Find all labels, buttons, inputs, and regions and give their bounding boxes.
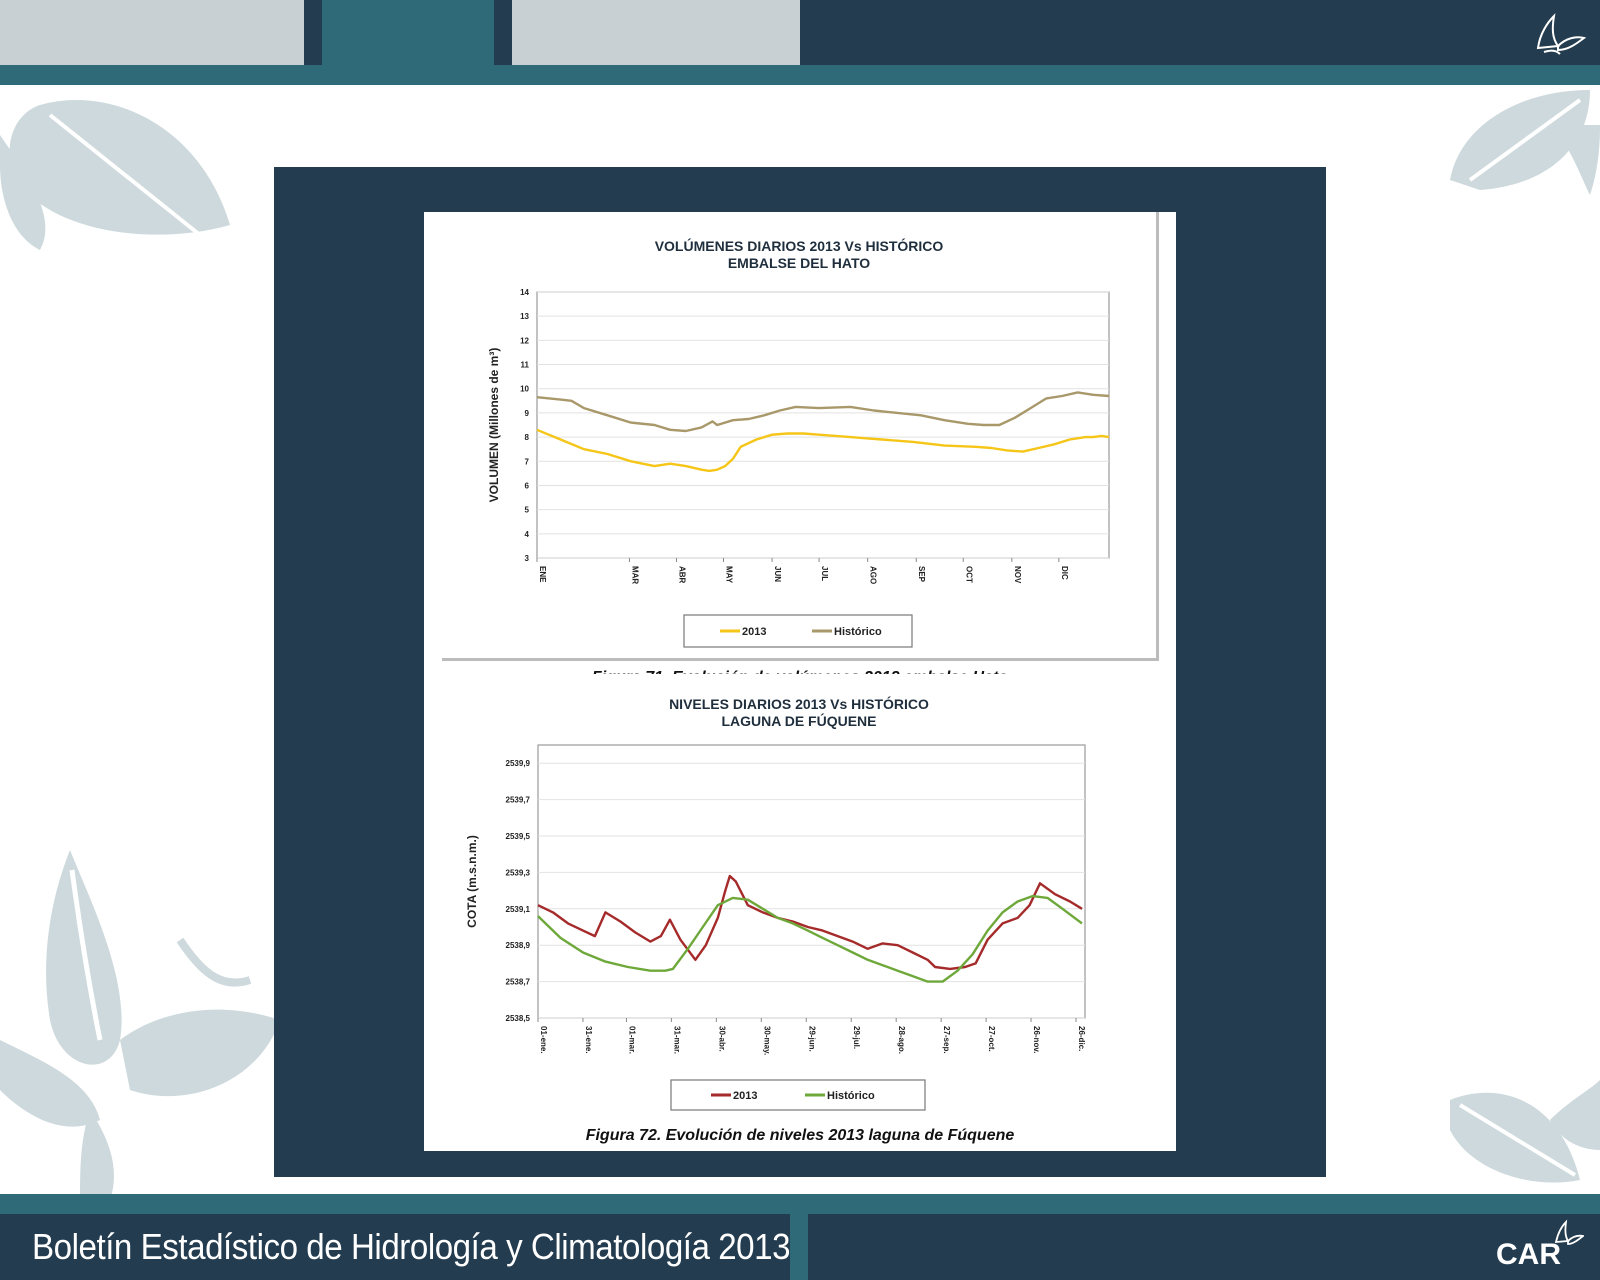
footer-strip xyxy=(0,1194,1600,1214)
x-tick-label: SEP xyxy=(917,566,926,583)
y-tick-label: 2539,5 xyxy=(506,832,531,841)
x-tick-label: ABR xyxy=(677,566,686,584)
x-tick-label: 29-jul. xyxy=(852,1026,861,1049)
series-line-historico xyxy=(536,391,1110,433)
x-tick-label: AGO xyxy=(869,566,878,584)
y-tick-label: 2538,7 xyxy=(506,978,531,987)
y-tick-label: 3 xyxy=(525,554,530,563)
y-tick-label: 2539,3 xyxy=(506,868,531,877)
x-tick-label: 27-sep. xyxy=(942,1026,951,1054)
series-line-2013 xyxy=(537,874,1083,971)
y-tick-label: 7 xyxy=(525,457,530,466)
legend-label: Histórico xyxy=(827,1090,875,1102)
chart-levels-plot: 2538,5 2538,7 2538,9 2539,1 2539,3 2539,5 2539… xyxy=(465,744,1086,1111)
car-logo-text: CAR xyxy=(1496,1238,1561,1271)
x-tick-label: 29-jun. xyxy=(807,1026,816,1052)
y-tick-label: 8 xyxy=(525,433,530,442)
butterfly-icon xyxy=(1554,1219,1584,1245)
chart-title: NIVELES DIARIOS 2013 Vs HISTÓRICO xyxy=(669,696,929,712)
chart-volumes: VOLÚMENES DIARIOS 2013 Vs HISTÓRICO EMBA… xyxy=(442,212,1159,661)
x-tick-label: 30-may. xyxy=(762,1026,771,1055)
y-tick-label: 2538,5 xyxy=(506,1014,531,1023)
x-tick-label: 27-oct. xyxy=(987,1026,996,1052)
series-line-2013 xyxy=(536,428,1110,473)
y-tick-label: 2539,7 xyxy=(506,796,531,805)
y-tick-label: 10 xyxy=(520,385,529,394)
y-tick-label: 4 xyxy=(525,530,530,539)
y-tick-label: 6 xyxy=(525,481,530,490)
footer-title: Boletín Estadístico de Hidrología y Clim… xyxy=(32,1226,791,1267)
legend-label: 2013 xyxy=(733,1090,757,1102)
x-tick-label: DIC xyxy=(1060,566,1069,580)
plot-area xyxy=(536,291,1110,559)
x-tick-label: 28-ago. xyxy=(897,1026,906,1054)
leaf-decoration-bottom-right xyxy=(1450,1080,1600,1183)
header-strip xyxy=(0,65,1600,85)
figure-72-caption: Figura 72. Evolución de niveles 2013 lag… xyxy=(585,1127,1015,1144)
chart-subtitle: LAGUNA DE FÚQUENE xyxy=(721,713,877,729)
header-bar xyxy=(0,0,1600,65)
y-axis-label: COTA (m.s.n.m.) xyxy=(465,835,479,928)
y-tick-label: 9 xyxy=(525,409,530,418)
car-logo: CAR xyxy=(1492,1218,1588,1278)
chart-levels: NIVELES DIARIOS 2013 Vs HISTÓRICO LAGUNA… xyxy=(442,674,1156,1136)
series-line-historico xyxy=(537,894,1083,983)
y-tick-label: 14 xyxy=(520,288,529,297)
butterfly-decoration-left xyxy=(0,850,280,1200)
leaf-decoration-top-left xyxy=(0,100,230,250)
x-tick-label: OCT xyxy=(964,566,973,583)
butterfly-icon xyxy=(1536,13,1586,55)
x-tick-label: ENE xyxy=(538,566,547,583)
legend-box xyxy=(670,1079,926,1111)
x-tick-label: NOV xyxy=(1013,566,1022,584)
legend-label: 2013 xyxy=(742,626,766,638)
leaf-decoration-top-right xyxy=(1450,90,1600,195)
x-tick-label: 01-ene. xyxy=(539,1026,548,1054)
x-tick-label: 26-nov. xyxy=(1032,1026,1041,1053)
x-tick-label: 01-mar. xyxy=(627,1026,636,1054)
y-axis-label: VOLUMEN (Millones de m³) xyxy=(487,348,501,503)
y-tick-label: 2539,1 xyxy=(506,905,531,914)
x-tick-label: 26-dic. xyxy=(1077,1026,1086,1051)
x-tick-label: 30-abr. xyxy=(717,1026,726,1052)
legend-label: Histórico xyxy=(834,626,882,638)
y-tick-label: 5 xyxy=(525,506,530,515)
chart-volumes-plot: 3 4 5 6 7 8 9 10 11 12 13 14 ENE MAR ABR MAY JUN JUL AGO SE… xyxy=(487,288,1110,648)
y-tick-label: 11 xyxy=(521,361,530,370)
x-tick-label: JUN xyxy=(773,566,782,582)
header-tab-3 xyxy=(512,0,800,65)
y-tick-label: 13 xyxy=(520,312,529,321)
y-tick-label: 2539,9 xyxy=(506,759,531,768)
x-tick-label: 31-ene. xyxy=(584,1026,593,1054)
chart-title: VOLÚMENES DIARIOS 2013 Vs HISTÓRICO xyxy=(654,238,944,254)
header-tab-2 xyxy=(322,0,494,65)
chart-subtitle: EMBALSE DEL HATO xyxy=(727,255,871,271)
plot-area xyxy=(537,744,1086,1019)
header-tab-1 xyxy=(0,0,304,65)
y-tick-label: 2538,9 xyxy=(506,941,531,950)
x-tick-label: MAR xyxy=(630,566,639,584)
y-tick-label: 12 xyxy=(520,336,529,345)
x-tick-label: 31-mar. xyxy=(672,1026,681,1054)
x-tick-label: MAY xyxy=(724,566,733,584)
x-tick-label: JUL xyxy=(820,566,829,581)
footer-divider xyxy=(790,1214,808,1280)
